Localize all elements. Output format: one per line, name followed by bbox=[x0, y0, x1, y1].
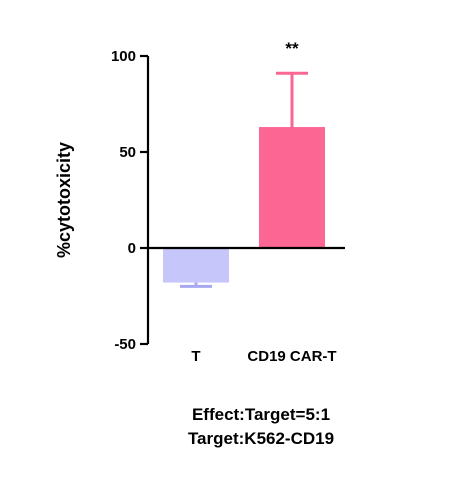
y-tick-label--50: -50 bbox=[114, 336, 136, 353]
y-tick-label-50: 50 bbox=[119, 144, 136, 161]
bar-cd19-car-t bbox=[259, 127, 325, 248]
caption-target-cell-line: Target:K562-CD19 bbox=[188, 429, 334, 448]
y-tick-label-100: 100 bbox=[111, 48, 136, 65]
bar-t bbox=[163, 248, 229, 283]
plot-area: -50 0 50 100 T CD19 CAR-T ** bbox=[111, 39, 345, 365]
significance-annotation: ** bbox=[285, 39, 299, 58]
x-category-label-t: T bbox=[191, 348, 200, 365]
caption-effect-target-ratio: Effect:Target=5:1 bbox=[192, 405, 330, 424]
y-tick-label-0: 0 bbox=[128, 240, 136, 257]
y-axis-label: %cytotoxicity bbox=[54, 142, 74, 258]
x-category-label-cd19-car-t: CD19 CAR-T bbox=[247, 348, 336, 365]
